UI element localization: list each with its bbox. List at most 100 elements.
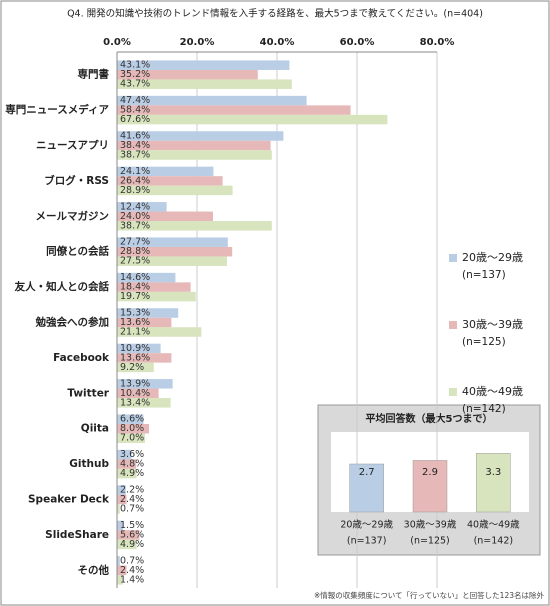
- bar: [117, 520, 123, 531]
- bar: [117, 131, 284, 141]
- category-label: 専門ニュースメディア: [5, 103, 109, 116]
- bar: [117, 575, 123, 585]
- value-label: 26.4%: [120, 175, 150, 186]
- bar: [117, 494, 127, 505]
- category-label: ニュースアプリ: [36, 139, 109, 152]
- category-sublabel: (n=137): [347, 536, 387, 547]
- value-label: 19.7%: [120, 291, 150, 302]
- bar: [117, 256, 227, 266]
- category-label: SlideShare: [45, 529, 109, 541]
- value-label: 1.5%: [120, 520, 144, 531]
- bar: [117, 468, 137, 479]
- value-label: 3.3: [485, 467, 501, 478]
- bar: [117, 459, 137, 469]
- value-label: 7.0%: [120, 433, 144, 444]
- legend-swatch: [449, 321, 457, 329]
- category-label: 20歳～29歳: [340, 519, 393, 531]
- value-label: 35.2%: [120, 69, 150, 80]
- value-label: 10.4%: [120, 388, 150, 399]
- bar: [117, 79, 292, 89]
- value-label: 10.9%: [120, 343, 150, 354]
- value-label: 2.4%: [120, 494, 144, 505]
- value-label: 43.7%: [120, 79, 150, 90]
- bar: [117, 353, 172, 363]
- value-label: 13.4%: [120, 397, 150, 408]
- bar: [117, 362, 154, 373]
- bar: [117, 185, 233, 196]
- bar: [117, 565, 127, 576]
- category-label: Twitter: [67, 387, 109, 399]
- bar: [412, 460, 448, 513]
- x-tick-label: 80.0%: [420, 37, 455, 48]
- bar: [117, 166, 214, 177]
- value-label: 15.3%: [120, 308, 150, 319]
- legend-sublabel: (n=142): [462, 403, 506, 415]
- bar: [117, 327, 202, 337]
- bar: [117, 449, 132, 460]
- value-label: 41.6%: [120, 131, 150, 142]
- value-label: 2.2%: [120, 485, 144, 496]
- category-sublabel: (n=142): [474, 536, 514, 547]
- bar: [117, 398, 171, 408]
- bar: [117, 539, 137, 550]
- category-label: 30歳～39歳: [404, 519, 457, 531]
- category-label: 友人・知人との会話: [14, 280, 110, 293]
- bar: [117, 105, 351, 115]
- value-label: 47.4%: [120, 95, 150, 106]
- bar: [117, 504, 120, 514]
- value-label: 4.8%: [120, 459, 144, 470]
- category-label: メールマガジン: [36, 209, 110, 222]
- legend-swatch: [449, 388, 457, 396]
- x-tick-label: 40.0%: [260, 37, 295, 48]
- value-label: 14.6%: [120, 272, 150, 283]
- value-label: 18.4%: [120, 282, 150, 293]
- bar: [117, 95, 307, 106]
- category-label: 同僚との会話: [46, 245, 109, 258]
- category-label: ブログ・RSS: [44, 174, 109, 187]
- category-label: Github: [69, 458, 109, 470]
- value-label: 2.9: [422, 467, 438, 478]
- category-sublabel: (n=125): [410, 536, 450, 547]
- category-label: Speaker Deck: [28, 494, 110, 506]
- category-label: Qiita: [81, 423, 109, 435]
- bar: [117, 272, 176, 283]
- bar: [117, 530, 140, 540]
- x-tick-label: 60.0%: [340, 37, 375, 48]
- bar: [117, 140, 271, 151]
- bar: [117, 414, 144, 424]
- bar: [117, 423, 149, 434]
- bar: [117, 308, 179, 318]
- value-label: 2.4%: [120, 565, 144, 576]
- bar: [349, 463, 384, 513]
- value-label: 43.1%: [120, 60, 150, 71]
- value-label: 67.6%: [120, 114, 150, 125]
- bar: [117, 485, 126, 495]
- bar: [476, 453, 511, 513]
- category-label: 専門書: [78, 68, 110, 81]
- bar: [117, 379, 173, 389]
- value-label: 28.8%: [120, 246, 150, 257]
- value-label: 8.0%: [120, 423, 144, 434]
- value-label: 21.1%: [120, 327, 150, 338]
- x-tick-label: 0.0%: [103, 37, 131, 48]
- legend-swatch: [449, 254, 457, 262]
- value-label: 0.7%: [120, 504, 144, 515]
- legend-label: 30歳～39歳: [462, 318, 523, 331]
- bar: [117, 60, 290, 70]
- value-label: 28.9%: [120, 185, 150, 196]
- value-label: 38.7%: [120, 220, 150, 231]
- value-label: 58.4%: [120, 105, 150, 116]
- chart-title: Q4. 開発の知識や技術のトレンド情報を入手する経路を、最大5つまで教えてくださ…: [67, 8, 483, 20]
- legend-label: 40歳～49歳: [462, 385, 523, 398]
- bar: [117, 343, 161, 354]
- legend-label: 20歳～29歳: [462, 251, 523, 264]
- bar: [117, 291, 196, 302]
- value-label: 2.7: [359, 467, 375, 478]
- value-label: 0.7%: [120, 555, 144, 566]
- legend-sublabel: (n=137): [462, 269, 506, 281]
- value-label: 24.1%: [120, 166, 150, 177]
- bar: [117, 433, 145, 443]
- value-label: 4.9%: [120, 468, 144, 479]
- bar: [117, 556, 120, 566]
